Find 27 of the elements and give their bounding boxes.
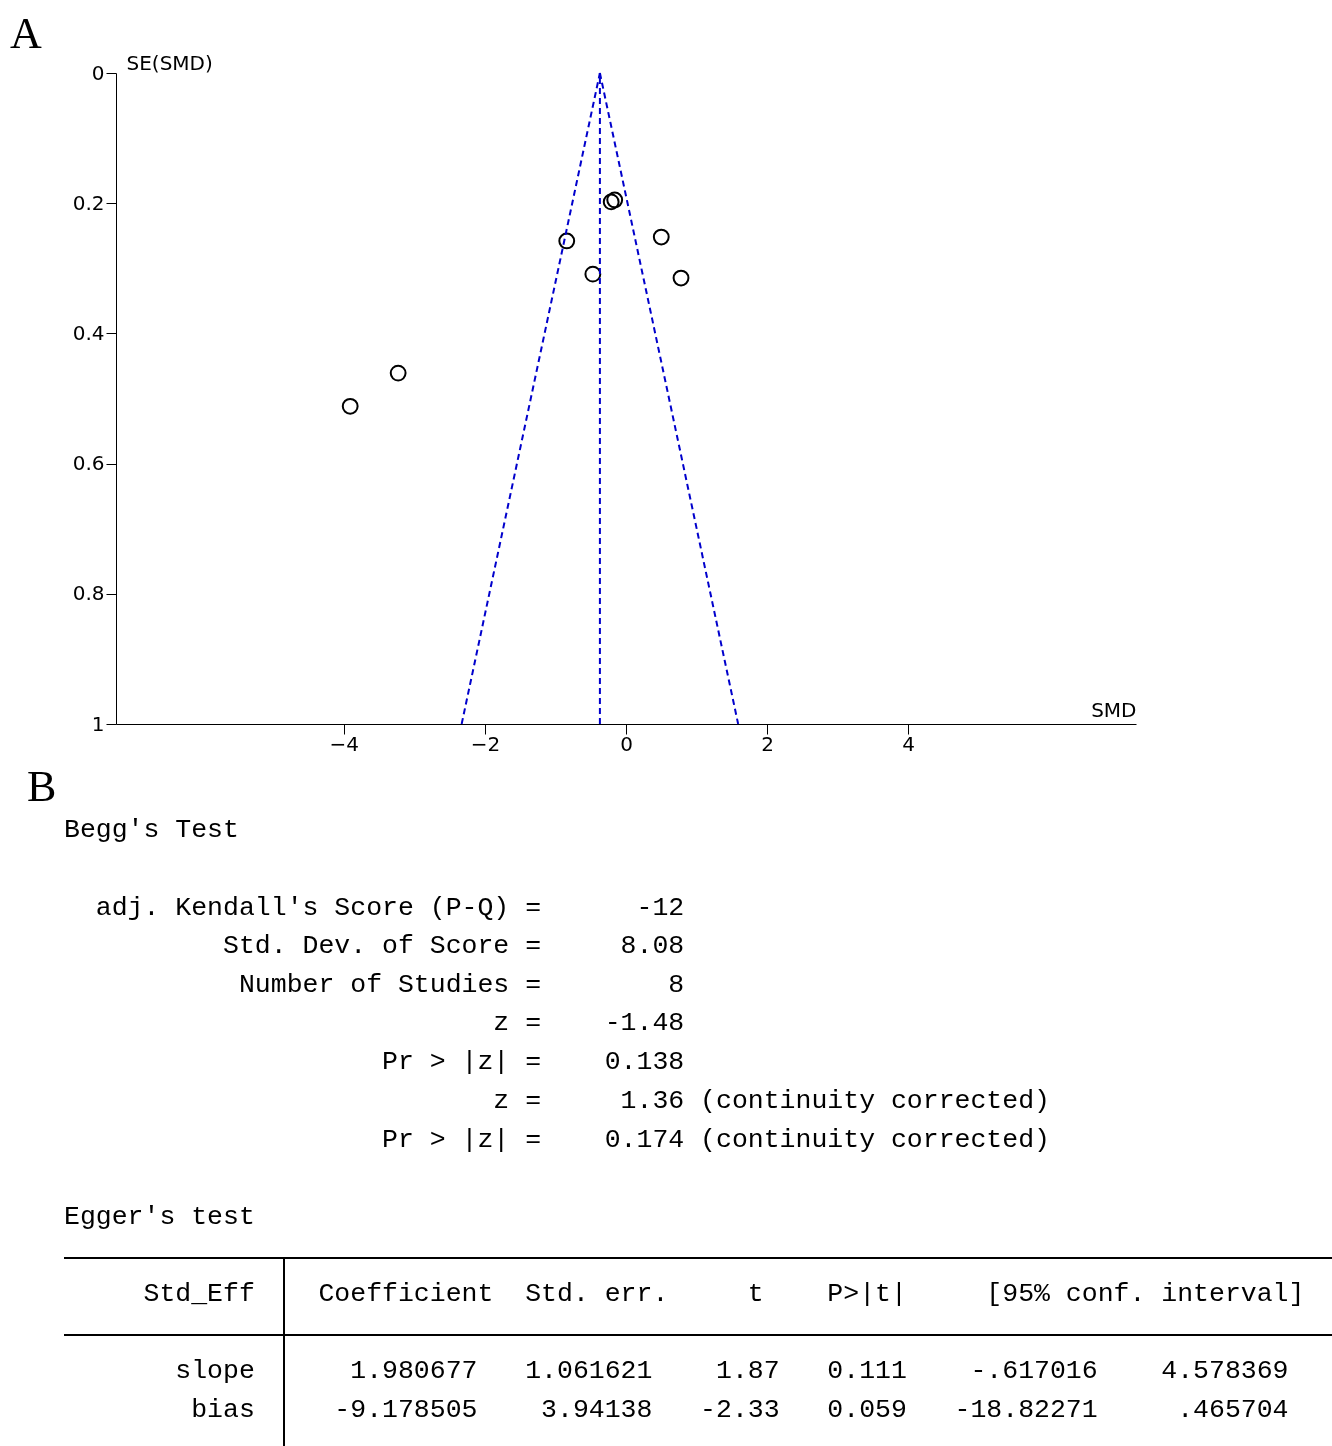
- text: slope 1.980677 1.061621 1.87 0.111 -.617016 4.578369: [174, 1356, 1289, 1386]
- text: adj. Kendall's Score (P-Q) = -12: [94, 893, 685, 923]
- text: Begg's Test: [64, 815, 239, 845]
- x-tick-label: −2: [470, 731, 501, 756]
- y-tick-label: 0.2: [72, 190, 105, 215]
- y-axis-title: SE(SMD): [126, 50, 213, 75]
- text: Number of Studies = 8: [237, 970, 685, 1000]
- text: Pr > |z| = 0.174 (continuity corrected): [381, 1125, 1050, 1155]
- x-tick-label: 4: [902, 731, 916, 756]
- text: bias -9.178505 3.94138 -2.33 0.059 -18.82271 .465704: [190, 1395, 1289, 1425]
- y-tick-label: 0: [91, 60, 105, 85]
- text: Std_Eff Coefficient Std. err. t P>|t| [95% conf. interval]: [142, 1279, 1305, 1309]
- text: Egger's test: [64, 1202, 255, 1232]
- text: Pr > |z| = 0.138: [381, 1047, 685, 1077]
- y-tick-label: 0.8: [72, 581, 105, 606]
- text: z = 1.36 (continuity corrected): [492, 1086, 1050, 1116]
- y-tick-label: 1: [91, 711, 105, 736]
- x-tick-label: −4: [329, 731, 360, 756]
- x-axis-title: SMD: [1091, 697, 1137, 722]
- y-tick-label: 0.6: [72, 451, 105, 476]
- text: z = -1.48: [492, 1008, 685, 1038]
- text: B: [27, 762, 57, 811]
- y-tick-label: 0.4: [72, 320, 105, 345]
- text: A: [10, 9, 42, 58]
- x-tick-label: 0: [620, 731, 633, 756]
- x-tick-label: 2: [761, 731, 774, 756]
- text: Std. Dev. of Score = 8.08: [222, 931, 685, 961]
